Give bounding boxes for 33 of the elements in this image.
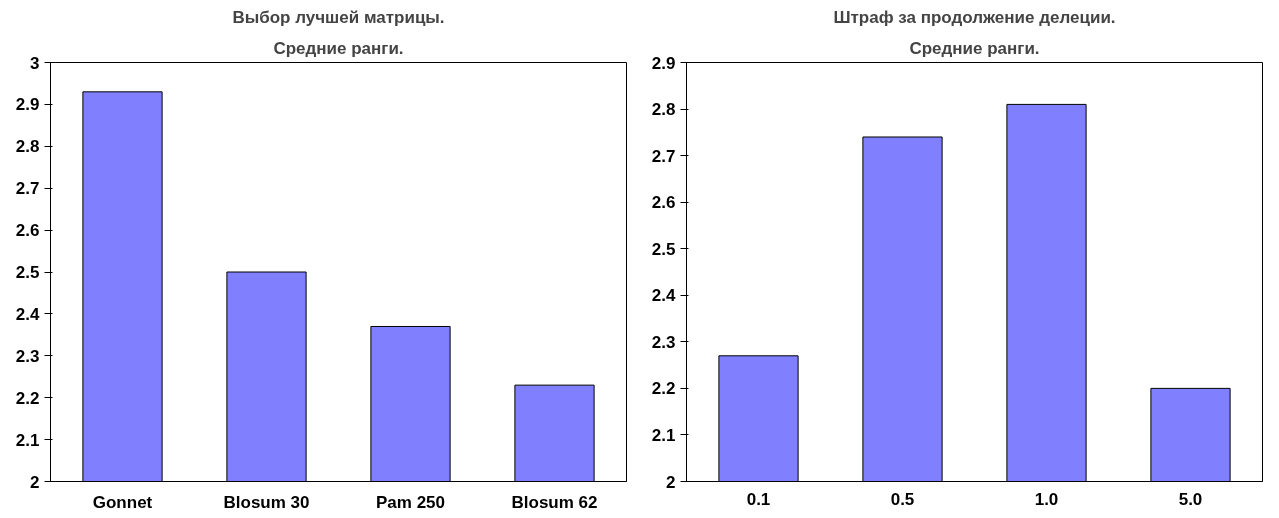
x-tick-label: Pam 250 — [376, 492, 445, 512]
y-tick-label: 2.5 — [651, 239, 676, 259]
chart-title: Штраф за продолжение делеции. — [833, 7, 1116, 27]
y-tick-label: 2.6 — [651, 193, 676, 213]
chart-subtitle: Средние ранги. — [273, 38, 404, 58]
y-tick-label: 2.3 — [15, 346, 40, 366]
y-tick-label: 2.9 — [15, 95, 40, 115]
x-tick-label: 1.0 — [1034, 489, 1059, 509]
y-tick-label: 2.8 — [651, 100, 676, 120]
y-tick-label: 2.1 — [651, 425, 676, 445]
y-tick-label: 2.5 — [15, 263, 40, 282]
x-tick-label: 0.1 — [746, 489, 771, 509]
y-tick-label: 2.9 — [651, 53, 676, 73]
y-tick-label: 2.8 — [15, 137, 40, 157]
y-tick-label: 2 — [30, 472, 40, 492]
x-tick-label: 5.0 — [1178, 489, 1203, 509]
y-tick-label: 2.1 — [15, 430, 40, 450]
chart-title: Выбор лучшей матрицы. — [232, 7, 445, 27]
y-tick-label: 2.4 — [15, 304, 41, 324]
y-tick-label: 3 — [30, 53, 40, 73]
y-tick-label: 2.7 — [15, 179, 40, 199]
chart-subtitle: Средние ранги. — [909, 38, 1040, 58]
y-tick-label: 2 — [666, 472, 676, 492]
x-tick-label: Blosum 30 — [223, 492, 310, 512]
x-tick-label: Blosum 62 — [511, 492, 598, 512]
y-tick-label: 2.4 — [651, 286, 677, 306]
y-tick-label: 2.3 — [651, 332, 676, 352]
x-tick-label: 0.5 — [890, 489, 915, 509]
x-tick-label: Gonnet — [92, 492, 153, 512]
y-tick-label: 2.6 — [15, 221, 40, 241]
y-tick-label: 2.7 — [651, 146, 676, 166]
y-tick-label: 2.2 — [651, 379, 676, 399]
y-tick-label: 2.2 — [15, 388, 40, 408]
